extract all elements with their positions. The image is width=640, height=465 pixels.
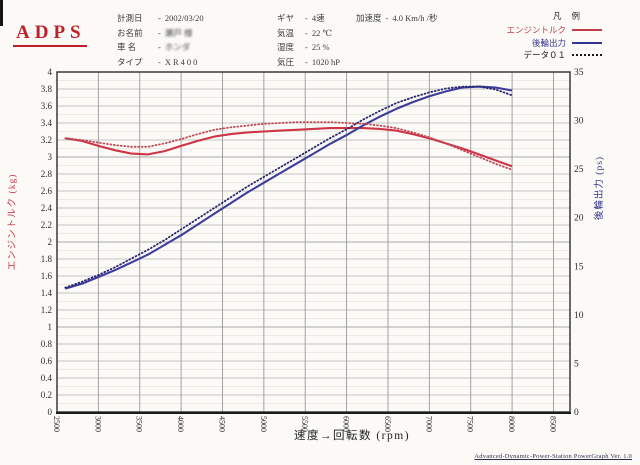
right-tick-label: 35 (574, 68, 584, 78)
conditions-info-column: ギヤ -4速気温 -22 ℃ 湿度 -25 % 気圧 -1020 hP (277, 11, 340, 69)
right-tick-label: 25 (574, 165, 584, 175)
left-tick-label: 2.2 (41, 220, 52, 230)
right-tick-label: 15 (574, 262, 584, 272)
adps-logo: ADPS (13, 22, 87, 47)
left-tick-label: 2 (48, 237, 53, 247)
info-field: 気温 -22 ℃ (277, 27, 332, 38)
right-tick-label: 10 (574, 311, 584, 321)
left-tick-label: 1 (48, 322, 53, 332)
legend-line-swatch (572, 41, 602, 44)
left-tick-label: 2.4 (41, 203, 53, 213)
x-tick-label: 5500 (300, 416, 309, 432)
axis-tick-labels: 0 0.2 0.4 0.6 0.8 1 1.2 1.4 1.6 1.8 2 2.2 2.4 2.6 2.8 3… (41, 67, 584, 432)
left-tick-label: 1.2 (41, 305, 52, 315)
chart-curves (64, 85, 513, 290)
left-tick-label: 0.4 (41, 373, 53, 383)
x-tick-label: 7500 (466, 416, 475, 432)
acceleration-info-column: 加速度 -4.0 Km/h /秒 (356, 11, 437, 26)
measurement-info-column: 計測日 -2002/03/20 お名前 - 瀬戸 様車 名 - ホンダ タイプ - XR400 (117, 11, 204, 69)
legend-line-swatch (572, 54, 602, 57)
x-tick-label: 2500 (52, 416, 61, 432)
rear-wheel-power-curve (65, 85, 513, 290)
left-tick-label: 4 (48, 67, 53, 77)
left-tick-label: 1.8 (41, 254, 53, 264)
info-field: 気圧 -1020 hP (277, 56, 340, 67)
right-tick-label: 30 (574, 117, 584, 127)
x-tick-label: 4500 (218, 416, 227, 432)
left-tick-label: 2.6 (41, 186, 53, 196)
x-tick-label: 4000 (176, 416, 185, 432)
x-tick-label: 5000 (259, 416, 268, 432)
left-tick-label: 3.4 (41, 118, 53, 128)
info-field: 車 名 - ホンダ (117, 42, 191, 52)
info-field: ギヤ -4速 (277, 13, 325, 23)
data01-power-curve (64, 85, 513, 289)
legend: 凡 例 エンジントルク 後輪出力データ０１ (506, 10, 602, 62)
left-tick-label: 3.2 (41, 135, 52, 145)
x-tick-label: 3000 (93, 416, 102, 432)
left-tick-label: 1.6 (41, 271, 53, 281)
x-tick-label: 8500 (549, 416, 558, 432)
right-tick-label: 20 (574, 214, 584, 224)
right-tick-label: 5 (574, 359, 579, 369)
legend-title: 凡 例 (552, 11, 584, 21)
x-tick-label: 8000 (507, 416, 516, 432)
info-field: 湿度 -25 % (277, 42, 330, 52)
left-tick-label: 2.8 (41, 169, 53, 179)
left-tick-label: 3.6 (41, 101, 53, 111)
legend-line-swatch (572, 29, 602, 32)
x-tick-label: 6500 (383, 416, 392, 432)
left-tick-label: 1.4 (41, 288, 53, 298)
right-axis-title: 後輪出力 (ps) (593, 156, 605, 220)
left-tick-label: 3 (48, 152, 53, 162)
footer-version: Advanced-Dynamic-Power-Station PowerGrap… (474, 453, 632, 460)
info-field: 加速度 -4.0 Km/h /秒 (356, 13, 438, 23)
x-tick-label: 7000 (424, 416, 433, 432)
x-tick-label: 3500 (135, 416, 144, 432)
left-tick-label: 0.8 (41, 339, 53, 349)
chart-grid (57, 72, 570, 412)
scan-artifact (0, 0, 3, 26)
legend-item-label: データ０１ (523, 50, 566, 61)
legend-item: エンジントルク (506, 24, 602, 37)
right-tick-label: 0 (574, 408, 579, 418)
info-field: お名前 - 瀬戸 様 (117, 27, 193, 38)
legend-item-label: エンジントルク (506, 25, 566, 36)
legend-item: 後輪出力 (506, 37, 602, 50)
left-tick-label: 0 (48, 407, 53, 417)
info-field: タイプ - XR400 (117, 56, 200, 67)
x-axis-title: 速度→回転数 (rpm) (294, 428, 410, 442)
left-tick-label: 0.6 (41, 356, 53, 366)
info-field: 計測日 -2002/03/20 (117, 13, 204, 23)
left-axis-title: エンジントルク (kg) (7, 174, 18, 271)
legend-items: エンジントルク 後輪出力データ０１ (506, 24, 602, 62)
data01-torque-curve (64, 121, 513, 171)
left-tick-label: 3.8 (41, 84, 53, 94)
legend-item-label: 後輪出力 (531, 37, 566, 48)
legend-item: データ０１ (506, 49, 602, 62)
left-tick-label: 0.2 (41, 390, 52, 400)
x-tick-label: 6000 (342, 416, 351, 432)
